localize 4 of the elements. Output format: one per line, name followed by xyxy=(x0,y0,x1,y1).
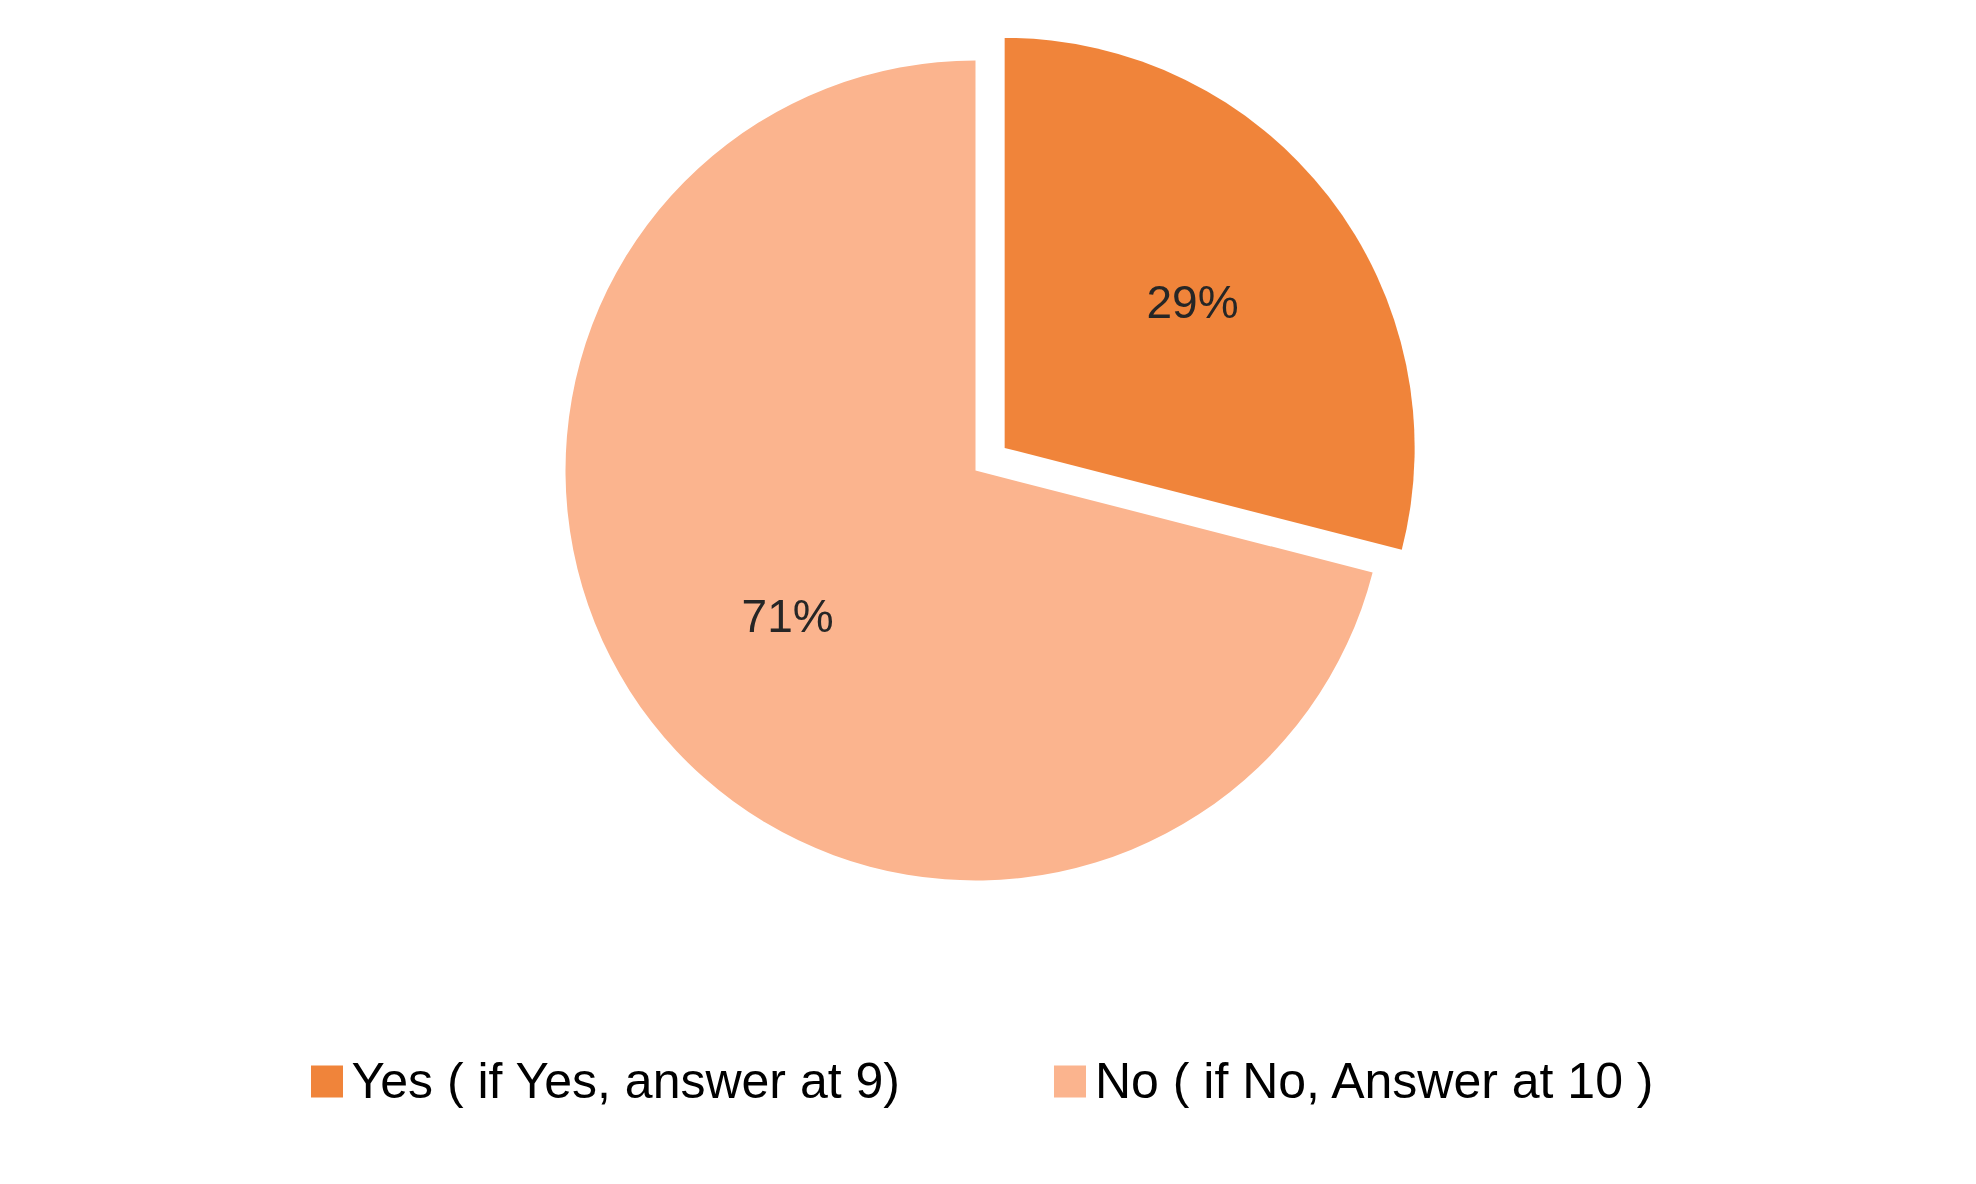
data-label: 29% xyxy=(1146,276,1239,329)
data-label: 71% xyxy=(741,590,834,643)
legend-label: Yes ( if Yes, answer at 9) xyxy=(351,1052,900,1110)
legend-label: No ( if No, Answer at 10 ) xyxy=(1094,1052,1654,1110)
